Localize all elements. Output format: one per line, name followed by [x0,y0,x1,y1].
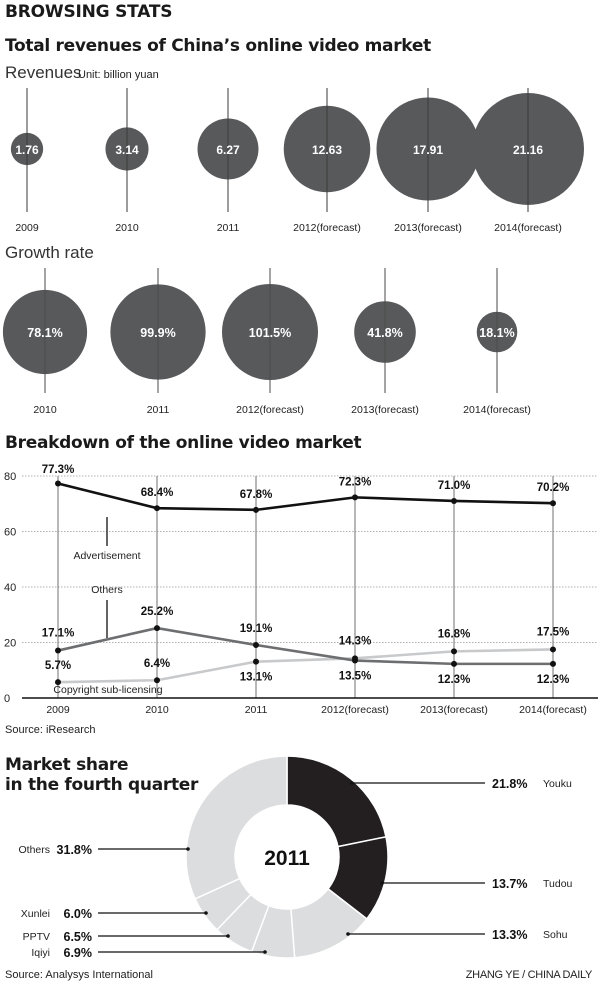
data-value-label: 13.1% [240,672,273,684]
slice-value-xunlei: 6.0% [64,907,93,921]
growth-year-label: 2014(forecast) [463,404,531,416]
series-label-advertisement: Advertisement [73,550,140,562]
donut-slice-youku [286,755,387,848]
data-value-label: 19.1% [240,623,273,635]
growth-year-label: 2011 [147,404,170,416]
page-title: BROWSING STATS [5,2,173,22]
slice-value-youku: 21.8% [492,777,527,791]
credit-line: ZHANG YE / CHINA DAILY [465,969,593,981]
data-value-label: 12.3% [438,674,471,686]
revenue-value-label: 12.63 [312,143,342,157]
slice-value-others: 31.8% [57,843,92,857]
revenue-year-label: 2013(forecast) [394,222,462,234]
y-tick-label: 80 [4,471,16,483]
series-line-copyright-sub-licensing [57,648,554,684]
slice-name-iqiyi: Iqiyi [31,947,50,959]
revenues-label: Revenues [5,63,82,82]
x-tick-label: 2012(forecast) [321,704,389,716]
slice-value-sohu: 13.3% [492,928,527,942]
breakdown-line-chart: 0 20 40 60 80 2009 2010 2011 2012(forecast) 2013(… [4,464,598,716]
data-value-label: 17.1% [42,628,75,640]
data-value-label: 16.8% [438,628,471,640]
data-value-label: 13.5% [339,671,372,683]
x-tick-label: 2010 [145,704,169,716]
section-title-breakdown: Breakdown of the online video market [5,433,362,453]
data-value-label: 5.7% [45,660,71,672]
data-value-label: 12.3% [537,674,570,686]
slice-name-pptv: PPTV [23,931,50,943]
slice-name-others: Others [18,844,50,856]
y-tick-label: 40 [4,582,16,594]
data-value-label: 25.2% [141,606,174,618]
market-share-donut-chart: 2011 21.8% Youku 13.7% Tudou 13.3% Sohu 6.9% Iqi… [18,755,573,960]
revenue-year-label: 2012(forecast) [293,222,361,234]
growth-value-label: 78.1% [27,326,62,340]
growth-year-label: 2013(forecast) [351,404,419,416]
series-label-copyright: Copyright sub-licensing [53,684,162,696]
growth-rate-label: Growth rate [5,243,94,262]
revenue-value-label: 6.27 [216,143,240,157]
x-tick-label: 2011 [245,704,268,716]
data-value-label: 67.8% [240,489,273,501]
market-share-title-line1: Market share [5,755,129,775]
section-title-market-share: Market share in the fourth quarter [5,755,198,795]
growth-year-label: 2012(forecast) [236,404,304,416]
source-iresearch: Source: iResearch [5,724,96,736]
revenue-year-label: 2010 [115,222,139,234]
x-tick-label: 2013(forecast) [420,704,488,716]
slice-value-iqiyi: 6.9% [64,946,93,960]
data-value-label: 72.3% [339,476,372,488]
section-title-revenues: Total revenues of China’s online video m… [5,36,431,56]
source-analysys: Source: Analysys International [5,969,153,981]
revenue-year-label: 2011 [217,222,240,234]
series-label-others: Others [91,584,123,596]
growth-value-label: 99.9% [140,326,175,340]
y-tick-label: 60 [4,527,16,539]
data-value-label: 17.5% [537,626,570,638]
data-value-label: 70.2% [537,482,570,494]
y-tick-label: 0 [4,693,10,705]
data-value-label: 77.3% [42,464,75,476]
revenue-value-label: 21.16 [513,143,543,157]
slice-name-xunlei: Xunlei [21,908,50,920]
growth-bubble-chart: 78.1% 2010 99.9% 2011 101.5% 2012(forecast) 41… [2,268,531,416]
donut-slice-others [185,755,288,900]
slice-value-pptv: 6.5% [64,930,93,944]
series-line-others [57,626,553,666]
revenue-value-label: 1.76 [15,143,39,157]
data-value-label: 68.4% [141,487,174,499]
revenue-value-label: 3.14 [115,143,139,157]
slice-value-tudou: 13.7% [492,877,527,891]
data-value-label: 71.0% [438,480,471,492]
slice-name-tudou: Tudou [543,878,573,890]
market-share-title-line2: in the fourth quarter [5,775,199,795]
growth-year-label: 2010 [33,404,57,416]
data-value-label: 6.4% [144,658,170,670]
revenue-value-label: 17.91 [413,143,443,157]
x-tick-label: 2009 [46,704,70,716]
growth-value-label: 41.8% [367,326,402,340]
y-tick-label: 20 [4,638,16,650]
x-tick-label: 2014(forecast) [519,704,587,716]
slice-name-sohu: Sohu [543,929,568,941]
data-value-label: 14.3% [339,635,372,647]
revenue-bubble-chart: 1.76 2009 3.14 2010 6.27 2011 12.63 2012(foreca… [10,88,584,234]
revenue-year-label: 2009 [15,222,39,234]
series-line-advertisement [57,482,554,512]
growth-value-label: 18.1% [479,326,514,340]
revenue-year-label: 2014(forecast) [494,222,562,234]
slice-name-youku: Youku [543,778,572,790]
donut-center-label: 2011 [264,847,310,870]
unit-label: Unit: billion yuan [78,69,159,81]
growth-value-label: 101.5% [249,326,291,340]
